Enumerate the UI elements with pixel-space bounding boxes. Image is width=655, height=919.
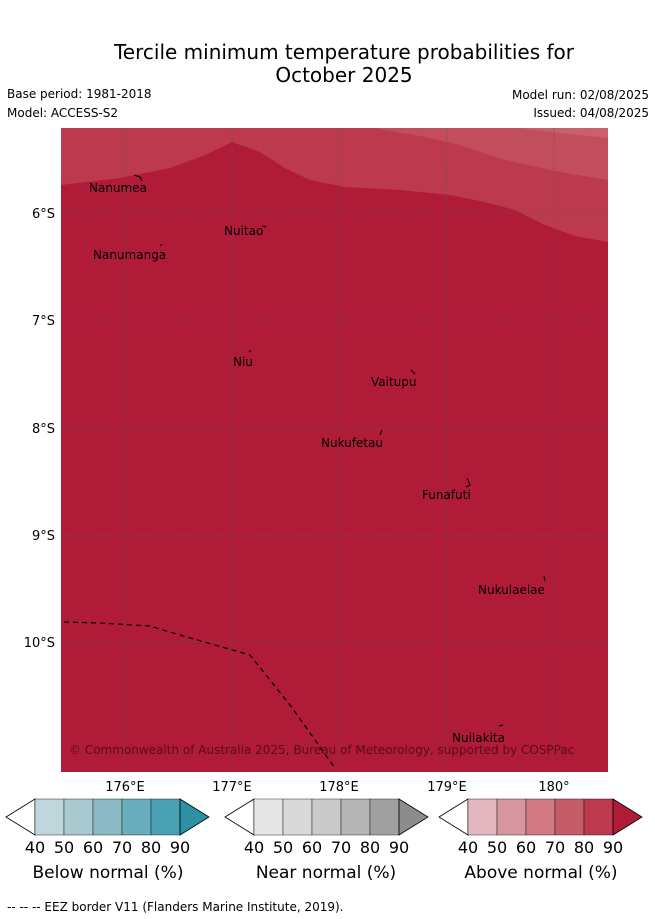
- colorbar-high-extension: [612, 798, 643, 836]
- map-title: Tercile minimum temperature probabilitie…: [0, 41, 655, 87]
- above-90-region: [61, 128, 608, 772]
- colorbar-tick-label: 80: [360, 838, 380, 857]
- near-normal-colorbar: [224, 798, 429, 836]
- colorbar-segment: [150, 798, 181, 836]
- colorbar-high-extension: [179, 798, 210, 836]
- island-nuitao-shape: [261, 225, 267, 228]
- colorbar-tick-label: 90: [389, 838, 409, 857]
- y-tick-label: 6°S: [32, 207, 55, 222]
- colorbar-low-extension: [438, 798, 469, 836]
- colorbar-segment: [311, 798, 342, 836]
- x-tick-label: 176°E: [105, 780, 145, 795]
- above-normal-colorbar: [438, 798, 643, 836]
- title-line-2: October 2025: [275, 63, 413, 87]
- colorbar-segment: [369, 798, 400, 836]
- colorbar-segment: [282, 798, 313, 836]
- island-label-nanumanga: Nanumanga: [93, 248, 166, 262]
- below-normal-colorbar: [5, 798, 210, 836]
- island-label-nuitao: Nuitao: [224, 224, 263, 238]
- island-label-nanumea: Nanumea: [89, 181, 147, 195]
- above-normal-label: Above normal (%): [464, 863, 618, 883]
- colorbar-segment: [34, 798, 65, 836]
- colorbar-tick-label: 40: [458, 838, 478, 857]
- colorbar-tick-label: 60: [83, 838, 103, 857]
- island-label-funafuti: Funafuti: [422, 488, 471, 502]
- colorbar-segment: [340, 798, 371, 836]
- colorbar-tick-label: 80: [574, 838, 594, 857]
- colorbar-tick-label: 70: [331, 838, 351, 857]
- below-normal-label: Below normal (%): [32, 863, 184, 883]
- island-funafuti-shape: [465, 477, 471, 488]
- island-shapes: [133, 174, 546, 727]
- island-nukulaelae-shape: [543, 575, 546, 582]
- above-80-region: [61, 128, 608, 242]
- colorbar-tick-label: 60: [302, 838, 322, 857]
- colorbar-ticks: 40 50 60 70 80 90 40 50 60 70 80 90 40 50 60 70 80 90: [25, 838, 623, 857]
- y-axis-ticks: 6°S 7°S 8°S 9°S 10°S: [24, 207, 55, 651]
- probability-field: Nanumea Nuitao Nanumanga Niu Vaitupu Nukufeta…: [61, 128, 608, 772]
- y-tick-label: 9°S: [32, 529, 55, 544]
- title-line-1: Tercile minimum temperature probabilitie…: [113, 40, 575, 64]
- colorbar-segment: [496, 798, 527, 836]
- colorbar-tick-label: 40: [244, 838, 264, 857]
- colorbar-low-extension: [224, 798, 255, 836]
- above-70-region: [375, 128, 608, 180]
- colorbar-high-extension: [398, 798, 429, 836]
- colorbar-tick-label: 50: [487, 838, 507, 857]
- colorbar-segment: [583, 798, 614, 836]
- gridlines: [61, 128, 608, 772]
- colorbar-tick-label: 90: [170, 838, 190, 857]
- island-label-nuilakita: Nuilakita: [452, 731, 505, 745]
- above-60-region: [520, 128, 608, 138]
- map-figure: Nanumea Nuitao Nanumanga Niu Vaitupu Nukufeta…: [24, 128, 608, 795]
- colorbar-tick-label: 80: [141, 838, 161, 857]
- colorbar-tick-label: 70: [112, 838, 132, 857]
- island-niu-shape: [248, 349, 252, 353]
- copyright-text: © Commonwealth of Australia 2025, Bureau…: [69, 743, 574, 757]
- island-labels: Nanumea Nuitao Nanumanga Niu Vaitupu Nukufeta…: [89, 181, 545, 745]
- colorbar-segment: [554, 798, 585, 836]
- colorbar-tick-label: 60: [516, 838, 536, 857]
- eez-legend-note: -- -- -- EEZ border V11 (Flanders Marine…: [7, 900, 344, 914]
- model-name: Model: ACCESS-S2: [7, 106, 119, 120]
- y-tick-label: 8°S: [32, 422, 55, 437]
- x-tick-label: 177°E: [212, 780, 252, 795]
- colorbar-segment: [92, 798, 123, 836]
- x-tick-label: 178°E: [319, 780, 359, 795]
- island-label-nukulaelae: Nukulaelae: [478, 583, 545, 597]
- y-tick-label: 7°S: [32, 314, 55, 329]
- colorbar-low-extension: [5, 798, 36, 836]
- eez-border: [63, 621, 336, 769]
- x-tick-label: 179°E: [427, 780, 467, 795]
- colorbar-tick-label: 70: [545, 838, 565, 857]
- colorbar-segment: [121, 798, 152, 836]
- island-label-niu: Niu: [233, 355, 253, 369]
- issued-date: Issued: 04/08/2025: [533, 106, 649, 120]
- base-period: Base period: 1981-2018: [7, 87, 152, 101]
- colorbar-tick-label: 50: [54, 838, 74, 857]
- x-tick-label: 180°: [538, 780, 569, 795]
- colorbar-segment: [467, 798, 498, 836]
- near-normal-label: Near normal (%): [255, 863, 397, 883]
- colorbar-segment: [253, 798, 284, 836]
- colorbar-segment: [63, 798, 94, 836]
- island-nuilakita-shape: [498, 724, 504, 727]
- colorbar-tick-label: 90: [603, 838, 623, 857]
- x-axis-ticks: 176°E 177°E 178°E 179°E 180°: [105, 780, 569, 795]
- y-tick-label: 10°S: [24, 636, 55, 651]
- model-run: Model run: 02/08/2025: [511, 88, 649, 102]
- island-nanumea-shape: [133, 174, 143, 182]
- colorbar-segment: [525, 798, 556, 836]
- island-label-nukufetau: Nukufetau: [321, 436, 383, 450]
- island-label-vaitupu: Vaitupu: [371, 375, 417, 389]
- colorbar-tick-label: 40: [25, 838, 45, 857]
- colorbar-tick-label: 50: [273, 838, 293, 857]
- island-nanumanga-shape: [159, 243, 163, 247]
- island-vaitupu-shape: [410, 369, 416, 375]
- island-nukufetau-shape: [379, 429, 383, 436]
